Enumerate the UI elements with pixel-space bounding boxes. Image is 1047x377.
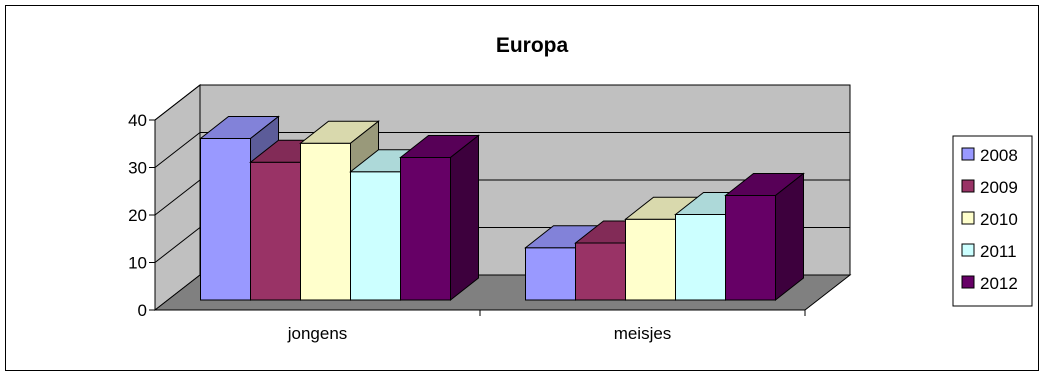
category-label: meisjes: [614, 324, 672, 343]
bar-front: [400, 157, 451, 301]
category-axis: jongens meisjes: [155, 309, 806, 343]
y-tick-label: 0: [138, 301, 147, 320]
bar-jongens-2012: [399, 134, 480, 302]
category-label: jongens: [287, 324, 348, 343]
bar-side: [450, 134, 479, 302]
bars: [199, 115, 805, 302]
legend-swatch: [961, 211, 975, 225]
value-axis: 0 10 20 30 40: [128, 111, 156, 320]
legend-swatch: [961, 243, 975, 257]
bar-front: [525, 247, 576, 301]
bar-side: [775, 172, 804, 302]
legend-label: 2008: [980, 146, 1018, 165]
gridline: [154, 132, 850, 168]
y-tick-label: 30: [128, 159, 147, 178]
bar-meisjes-2012: [724, 172, 805, 302]
bar-front: [675, 214, 726, 301]
legend-swatch: [961, 179, 975, 193]
bar-front: [625, 218, 676, 301]
bar-front: [575, 242, 626, 301]
bar-front: [200, 138, 251, 301]
legend-swatch: [961, 275, 975, 289]
y-tick-label: 10: [128, 254, 147, 273]
legend-swatch: [961, 147, 975, 161]
legend-label: 2012: [980, 274, 1018, 293]
gridline: [154, 84, 850, 121]
legend-label: 2009: [980, 178, 1018, 197]
y-tick-label: 20: [128, 206, 147, 225]
bar-front: [250, 161, 301, 301]
legend-label: 2010: [980, 210, 1018, 229]
bar-front: [725, 195, 776, 301]
legend-label: 2011: [980, 242, 1017, 261]
legend: 2008 2009 2010 2011 2012: [952, 135, 1033, 307]
bar-front: [300, 142, 351, 301]
y-tick-label: 40: [128, 111, 147, 130]
chart-title: Europa: [496, 34, 569, 57]
bar-front: [350, 171, 401, 301]
